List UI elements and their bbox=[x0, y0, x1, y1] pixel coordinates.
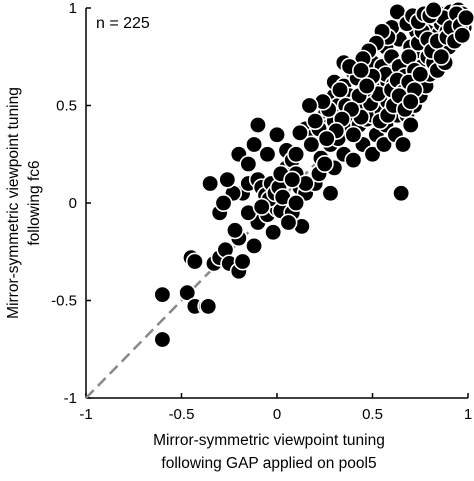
data-point bbox=[287, 145, 306, 164]
data-point bbox=[245, 236, 264, 255]
data-point bbox=[302, 135, 321, 154]
x-tick-label: 1 bbox=[464, 406, 472, 423]
x-axis-label-line-1: Mirror-symmetric viewpoint tuning bbox=[153, 432, 385, 449]
data-point bbox=[453, 26, 472, 45]
data-point bbox=[392, 184, 411, 203]
x-axis-label-line-2: following GAP applied on pool5 bbox=[161, 455, 376, 472]
data-point bbox=[153, 285, 172, 304]
data-point bbox=[153, 330, 172, 349]
data-point bbox=[201, 174, 220, 193]
data-point bbox=[401, 92, 420, 111]
y-tick-label: 0.5 bbox=[56, 98, 77, 115]
data-point bbox=[252, 197, 271, 216]
data-point bbox=[357, 77, 376, 96]
data-point bbox=[457, 8, 474, 27]
data-point bbox=[300, 96, 319, 115]
data-point bbox=[279, 213, 298, 232]
x-tick-label: -1 bbox=[79, 406, 92, 423]
data-point bbox=[239, 155, 258, 174]
data-point bbox=[317, 129, 336, 148]
data-point bbox=[248, 116, 267, 135]
sample-size-annotation: n = 225 bbox=[96, 15, 150, 32]
data-point bbox=[287, 194, 306, 213]
data-point bbox=[218, 170, 237, 189]
data-point bbox=[315, 155, 334, 174]
data-point bbox=[411, 65, 430, 84]
x-tick-label: 0.5 bbox=[362, 406, 383, 423]
y-tick-label: 1 bbox=[69, 0, 77, 17]
y-axis-label-line-1: Mirror-symmetric viewpoint tuning bbox=[5, 87, 22, 319]
data-point bbox=[352, 61, 371, 80]
data-point bbox=[306, 112, 325, 131]
data-point bbox=[344, 151, 363, 170]
data-point bbox=[214, 194, 233, 213]
data-point bbox=[331, 80, 350, 99]
data-point bbox=[401, 116, 420, 135]
data-point bbox=[424, 0, 443, 19]
y-axis-label-line-2: following fc6 bbox=[26, 160, 43, 245]
data-point bbox=[225, 221, 244, 240]
data-point bbox=[394, 135, 413, 154]
x-tick-label: -0.5 bbox=[169, 406, 195, 423]
y-ticks: -1 -0.5 0 0.5 1 bbox=[51, 0, 91, 407]
y-tick-label: -0.5 bbox=[51, 293, 77, 310]
data-point bbox=[264, 223, 283, 242]
data-point bbox=[258, 145, 277, 164]
data-point bbox=[199, 297, 218, 316]
data-points bbox=[153, 0, 474, 349]
data-point bbox=[178, 283, 197, 302]
data-point bbox=[245, 135, 264, 154]
data-point bbox=[283, 170, 302, 189]
y-tick-label: 0 bbox=[69, 195, 77, 212]
x-tick-label: 0 bbox=[273, 406, 281, 423]
data-point bbox=[185, 252, 204, 271]
data-point bbox=[267, 125, 286, 144]
data-point bbox=[374, 135, 393, 154]
data-point bbox=[363, 145, 382, 164]
y-tick-label: -1 bbox=[64, 390, 77, 407]
data-point bbox=[321, 184, 340, 203]
data-point bbox=[290, 123, 309, 142]
data-point bbox=[344, 125, 363, 144]
data-point bbox=[233, 252, 252, 271]
data-point bbox=[432, 47, 451, 66]
x-ticks: -1 -0.5 0 0.5 1 bbox=[79, 393, 472, 423]
